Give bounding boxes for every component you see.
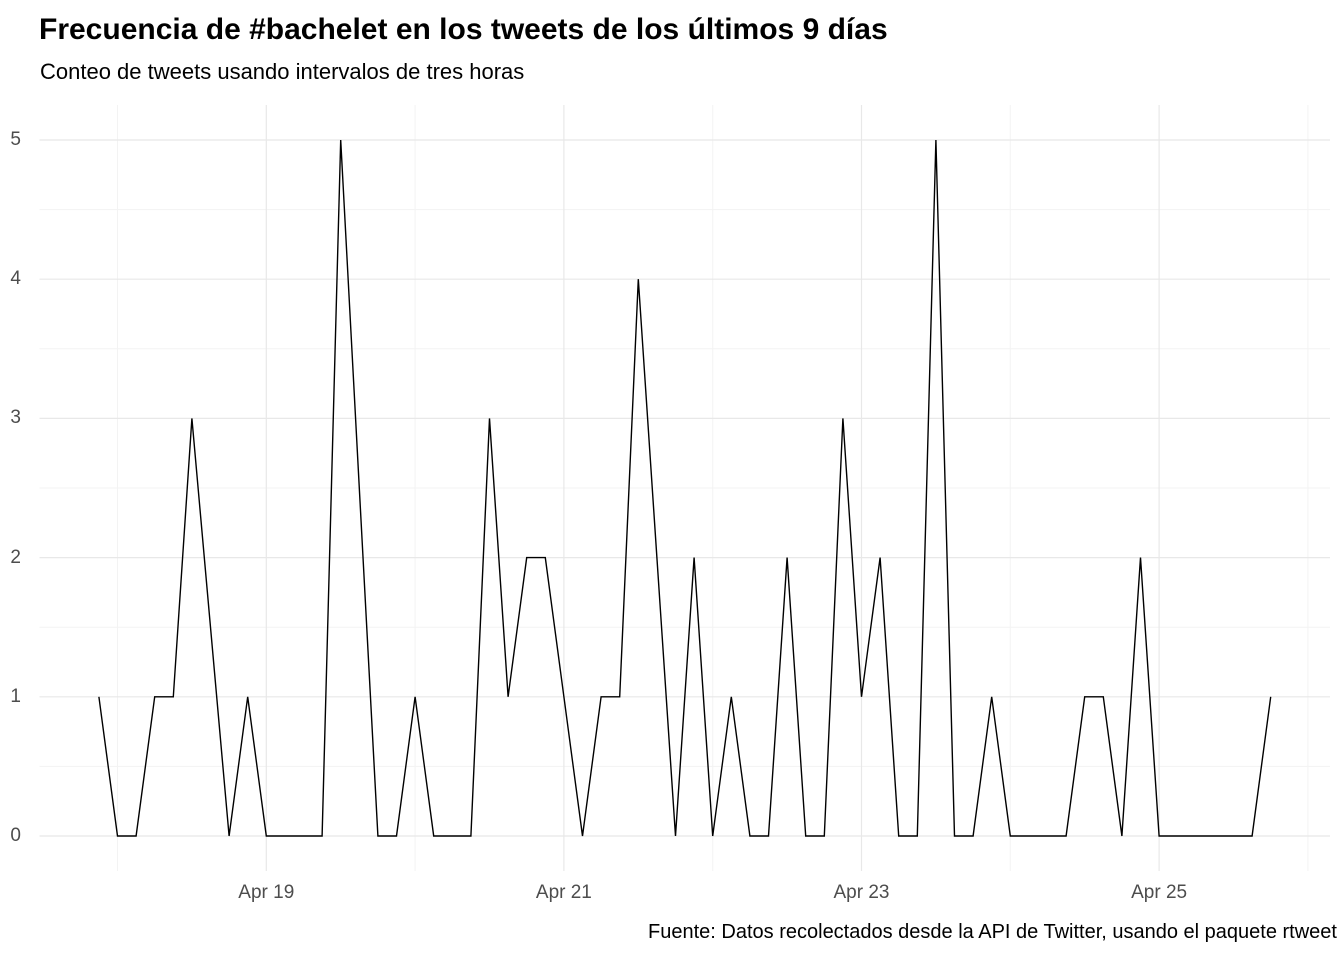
y-axis-tick-label: 3 bbox=[10, 407, 21, 429]
y-axis-tick-label: 2 bbox=[10, 546, 21, 568]
x-axis-tick-label: Apr 23 bbox=[833, 882, 890, 903]
chart-subtitle: Conteo de tweets usando intervalos de tr… bbox=[40, 59, 525, 84]
tweet-frequency-line bbox=[98, 139, 1272, 837]
gridlines-minor bbox=[39, 105, 1330, 871]
y-axis-tick-label: 4 bbox=[10, 268, 21, 290]
x-axis-tick-label: Apr 25 bbox=[1131, 882, 1188, 903]
chart-caption: Fuente: Datos recolectados desde la API … bbox=[648, 921, 1337, 943]
x-axis-tick-label: Apr 21 bbox=[535, 882, 592, 903]
chart-title: Frecuencia de #bachelet en los tweets de… bbox=[39, 13, 888, 46]
y-axis-tick-label: 1 bbox=[10, 685, 21, 707]
y-axis-tick-label: 5 bbox=[10, 129, 21, 150]
y-axis-tick-label: 0 bbox=[10, 825, 21, 846]
x-axis-tick-label: Apr 19 bbox=[238, 882, 295, 903]
